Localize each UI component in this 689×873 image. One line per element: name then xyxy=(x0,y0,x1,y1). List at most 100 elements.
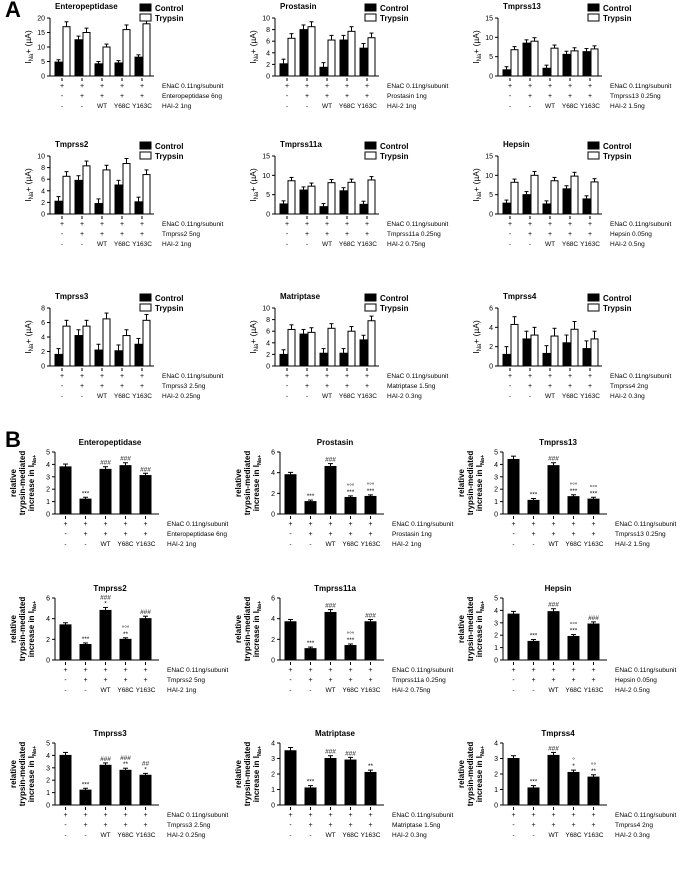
y-tick-label: 4 xyxy=(271,741,275,748)
enac-row-cell: + xyxy=(571,521,575,528)
hai-row-cell: - xyxy=(84,541,86,548)
enac-row-cell: + xyxy=(325,373,329,380)
hai-row-cell: - xyxy=(64,541,66,548)
hai-row-cell: - xyxy=(509,103,511,110)
protease-row-cell: - xyxy=(64,531,67,538)
enac-row-cell: + xyxy=(588,83,592,90)
protease-row-cell: + xyxy=(80,383,84,390)
significance-annotation: * xyxy=(144,766,147,773)
y-tick-label: 4 xyxy=(266,340,270,347)
hai-row-cell: - xyxy=(84,687,86,694)
panel-label-b: B xyxy=(5,427,21,452)
protease-row-cell: - xyxy=(61,383,64,390)
enac-row-cell: + xyxy=(140,83,144,90)
bar-relative-increase xyxy=(324,758,337,806)
hai-row-cell: - xyxy=(532,687,534,694)
significance-annotation: *** xyxy=(307,640,315,647)
hai-row-label: HAI-2 1.5ng xyxy=(610,103,645,110)
bar-control xyxy=(94,349,103,367)
hai-row-cell: WT xyxy=(97,393,107,400)
legend-label-control: Control xyxy=(603,4,631,13)
protease-row-cell: + xyxy=(308,677,312,684)
enac-row-label: ENaC 0.11ng/subunit xyxy=(610,373,672,380)
bar-trypsin xyxy=(82,165,91,215)
enac-row-cell: + xyxy=(365,83,369,90)
enac-row-cell: + xyxy=(80,373,84,380)
enac-row-cell: + xyxy=(305,83,309,90)
protease-row-cell: - xyxy=(512,677,515,684)
enac-row-cell: + xyxy=(365,373,369,380)
y-tick-label: 2 xyxy=(271,491,275,498)
enac-row-cell: + xyxy=(368,667,372,674)
y-tick-label: 2 xyxy=(494,772,498,779)
bar-control xyxy=(359,47,368,77)
legend-label-trypsin: Trypsin xyxy=(380,14,409,23)
protease-row-cell: + xyxy=(571,531,575,538)
y-tick-label: 1 xyxy=(46,499,50,506)
hai-row-cell: Y68C xyxy=(339,103,356,110)
hai-row-cell: WT xyxy=(548,541,558,548)
significance-annotation: ### xyxy=(548,456,559,463)
bar-trypsin xyxy=(570,328,579,367)
protease-row-label: Tmprss2 5ng xyxy=(162,231,200,238)
significance-annotation: *** xyxy=(367,488,375,495)
enac-row-cell: + xyxy=(140,373,144,380)
protease-row-cell: + xyxy=(308,822,312,829)
bar-trypsin xyxy=(142,174,151,215)
hai-row-cell: Y163C xyxy=(580,241,600,248)
significance-annotation: * xyxy=(104,600,107,607)
y-axis-label: INa+ (µA) xyxy=(23,168,35,202)
enac-row-cell: + xyxy=(308,812,312,819)
bar-relative-increase xyxy=(527,640,540,661)
enac-row-label: ENaC 0.11ng/subunit xyxy=(392,667,454,674)
y-tick-label: 2 xyxy=(266,352,270,359)
y-tick-label: 8 xyxy=(266,27,270,34)
bar-trypsin xyxy=(347,330,356,367)
bar-trypsin xyxy=(82,32,91,77)
bar-control xyxy=(299,333,308,367)
y-tick-label: 2 xyxy=(41,349,45,356)
enac-row-cell: + xyxy=(548,83,552,90)
enac-row-cell: + xyxy=(511,521,515,528)
y-tick-label: 0 xyxy=(271,658,275,665)
bar-control xyxy=(542,67,551,77)
bar-relative-increase xyxy=(99,764,112,806)
protease-row-cell: + xyxy=(103,822,107,829)
hai-row-cell: Y68C xyxy=(114,393,131,400)
enac-row-cell: + xyxy=(345,83,349,90)
bar-relative-increase xyxy=(587,776,600,806)
protease-row-cell: + xyxy=(568,383,572,390)
protease-row-cell: - xyxy=(289,531,292,538)
bar-control xyxy=(54,353,63,367)
y-tick-label: 0 xyxy=(266,212,270,219)
enac-row-label: ENaC 0.11ng/subunit xyxy=(167,667,229,674)
significance-annotation: ** xyxy=(123,761,129,768)
hai-row-cell: WT xyxy=(325,541,335,548)
hai-row-cell: - xyxy=(286,393,288,400)
y-tick-label: 0 xyxy=(46,658,50,665)
enac-row-cell: + xyxy=(305,373,309,380)
hai-row-label: HAI-2 0.25ng xyxy=(167,832,206,839)
protease-row-label: Prostasin 1ng xyxy=(392,531,432,538)
hai-row-label: HAI-2 1ng xyxy=(392,541,422,548)
hai-row-cell: - xyxy=(509,393,511,400)
y-tick-label: 0 xyxy=(489,74,493,81)
bar-trypsin xyxy=(122,29,131,77)
significance-annotation: °°° xyxy=(367,481,375,489)
bar-control xyxy=(134,56,143,77)
enac-row-cell: + xyxy=(591,667,595,674)
protease-row-cell: + xyxy=(528,383,532,390)
chart-title: Matriptase xyxy=(280,292,321,301)
hai-row-cell: Y68C xyxy=(339,393,356,400)
bar-trypsin xyxy=(287,328,296,367)
bar-control xyxy=(339,190,348,215)
y-tick-label: 3 xyxy=(494,620,498,627)
significance-annotation: ### xyxy=(365,612,376,619)
chart-title: Tmprss4 xyxy=(503,292,537,301)
enac-row-label: ENaC 0.11ng/subunit xyxy=(162,83,224,90)
enac-row-cell: + xyxy=(348,667,352,674)
y-tick-label: 10 xyxy=(262,306,270,313)
hai-row-cell: Y163C xyxy=(357,393,377,400)
legend-swatch-trypsin xyxy=(587,303,600,312)
